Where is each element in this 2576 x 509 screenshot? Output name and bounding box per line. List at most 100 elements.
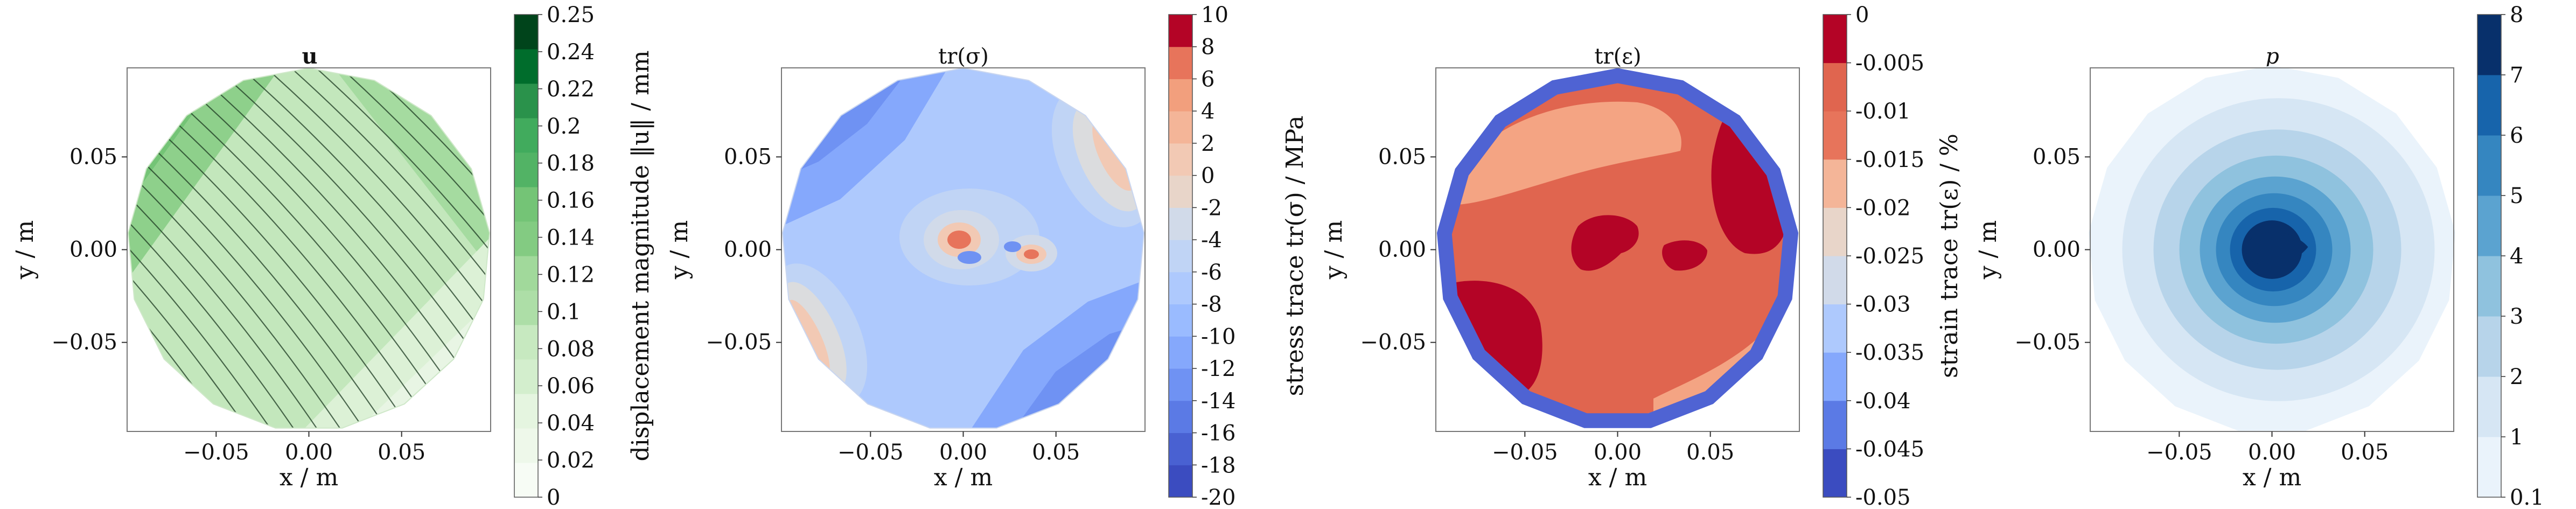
colorbar-tick-label: -0.05 xyxy=(1855,485,1911,509)
y-axis-label: y / m xyxy=(1974,220,2002,280)
colorbar-tick-label: 4 xyxy=(1201,99,1214,124)
colorbar-tick-label: 0.06 xyxy=(547,374,595,399)
colorbar-segment xyxy=(1169,79,1192,111)
colorbar-segment xyxy=(1823,111,1847,160)
colorbar-tick-label: 0 xyxy=(1201,164,1214,189)
colorbar-segment xyxy=(1169,143,1192,176)
colorbar-tick-label: 8 xyxy=(2510,3,2523,27)
colorbar-tick-label: 0.02 xyxy=(547,448,595,473)
colorbar-segment xyxy=(1169,207,1192,240)
colorbar-segment xyxy=(1169,15,1192,47)
field-band xyxy=(1571,215,1639,271)
colorbar-segment xyxy=(514,83,538,118)
field-band xyxy=(947,231,971,249)
colorbar-tick-label: 0 xyxy=(1855,3,1869,27)
x-tick-label: 0.05 xyxy=(2341,440,2389,465)
colorbar-tick-label: 0.12 xyxy=(547,262,595,287)
field-band xyxy=(782,68,840,108)
colorbar-segment xyxy=(514,15,538,50)
colorbar-segment xyxy=(514,463,538,498)
colorbar-tick-label: 0.18 xyxy=(547,151,595,176)
colorbar-segment xyxy=(514,118,538,153)
colorbar-tick-label: -0.04 xyxy=(1855,389,1911,414)
domain-outline xyxy=(781,67,1145,429)
colorbar-tick-label: 0.14 xyxy=(547,226,595,250)
field-band xyxy=(2246,232,2308,266)
colorbar-tick-label: 6 xyxy=(2510,123,2523,148)
colorbar-label: displacement magnitude ‖u‖ / mm xyxy=(627,50,654,461)
colorbar-tick-label: 8 xyxy=(1201,35,1214,60)
panel-title: p xyxy=(2265,44,2279,69)
colorbar-segment xyxy=(1169,433,1192,465)
domain-outline xyxy=(127,67,491,429)
colorbar-frame xyxy=(1168,14,1193,498)
colorbar-tick-label: 0.2 xyxy=(547,114,581,139)
colorbar-segment xyxy=(2477,437,2501,498)
y-tick-label: 0.05 xyxy=(2033,144,2081,169)
colorbar-tick-label: 3 xyxy=(2510,304,2523,329)
field-band xyxy=(128,68,178,135)
streamline xyxy=(251,68,490,391)
colorbar-tick-label: -4 xyxy=(1201,228,1222,253)
colorbar-label: strain trace tr(ε) / % xyxy=(1936,134,1963,378)
y-tick-label: −0.05 xyxy=(51,330,117,355)
colorbar-tick-label: 2 xyxy=(1201,131,1214,156)
streamline xyxy=(128,68,374,428)
colorbar-segment xyxy=(1169,304,1192,337)
colorbar-tick-label: -0.03 xyxy=(1855,292,1911,317)
colorbar-tick-label: 0 xyxy=(547,485,560,509)
streamline xyxy=(128,68,272,428)
colorbar-tick-label: -14 xyxy=(1201,389,1235,414)
colorbar-segment xyxy=(514,152,538,187)
panel-pore-pressure: p xyxy=(2089,44,2455,432)
colorbar-tick-label: -20 xyxy=(1201,485,1235,509)
colorbar-tick-label: 0.1 xyxy=(2510,485,2544,509)
colorbar-segment xyxy=(514,325,538,360)
colorbar-segment xyxy=(514,256,538,291)
field-band xyxy=(128,68,154,102)
y-axis-label: y / m xyxy=(1320,220,1348,280)
colorbar-segment xyxy=(1169,465,1192,498)
colorbar-segment xyxy=(514,221,538,256)
streamline xyxy=(128,68,313,428)
streamline xyxy=(0,81,87,501)
colorbar-tick-label: -10 xyxy=(1201,324,1235,349)
field-band xyxy=(1662,240,1707,271)
streamline xyxy=(169,68,490,407)
streamline xyxy=(128,68,477,424)
colorbar-tick-label: 0.1 xyxy=(547,299,581,324)
x-tick-label: 0.00 xyxy=(2248,440,2296,465)
colorbar-segment xyxy=(2477,15,2501,75)
y-axis-label: y / m xyxy=(11,220,39,280)
colorbar-segment xyxy=(514,49,538,84)
colorbar-segment xyxy=(1169,111,1192,144)
panel-title: u xyxy=(302,44,317,69)
colorbar-segment xyxy=(1169,240,1192,273)
colorbar-tick-label: 2 xyxy=(2510,365,2523,389)
colorbar-tick-label: -0.01 xyxy=(1855,99,1911,124)
colorbar-tick-label: -0.025 xyxy=(1855,244,1924,269)
y-tick-label: 0.00 xyxy=(2033,238,2081,262)
plot-area xyxy=(2089,65,2455,431)
x-axis-label: x / m xyxy=(1588,464,1647,491)
axes-layer: −0.05 0.00 0.05 0.05 0.00 −0.05 x / m y / m −0.0… xyxy=(11,144,2389,491)
colorbar-tick-label: 0.16 xyxy=(547,189,595,213)
colorbar-segment xyxy=(514,359,538,394)
colorbar-tick-label: 1 xyxy=(2510,425,2523,450)
colorbar-segment xyxy=(1169,336,1192,369)
colorbar-segment xyxy=(1169,46,1192,79)
y-axis-label: y / m xyxy=(666,220,693,280)
x-axis-label: x / m xyxy=(280,464,338,491)
colorbar-segment xyxy=(1823,207,1847,256)
y-tick-label: 0.05 xyxy=(724,144,772,169)
colorbar-tick-label: -0.035 xyxy=(1855,340,1924,365)
streamline xyxy=(128,68,490,420)
colorbar-tick-label: -18 xyxy=(1201,453,1235,478)
colorbar-tick-label: -2 xyxy=(1201,196,1222,220)
colorbar-segment xyxy=(1169,175,1192,208)
colorbar-segment xyxy=(2477,75,2501,136)
streamline xyxy=(0,85,67,505)
colorbar-tick-label: 0.04 xyxy=(547,411,595,436)
x-tick-label: −0.05 xyxy=(837,440,904,465)
colorbar-segment xyxy=(514,290,538,325)
